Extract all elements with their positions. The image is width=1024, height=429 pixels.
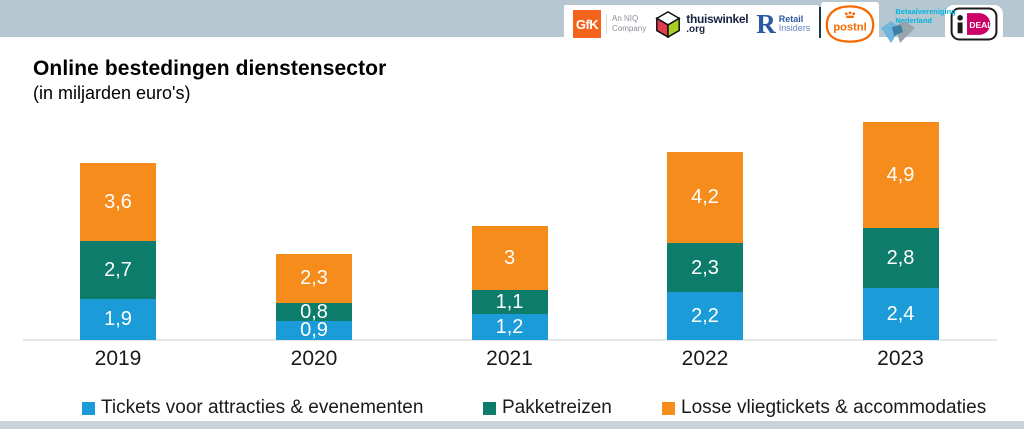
bar-value-label: 2,4	[886, 303, 915, 326]
partner-logo-strip: GfK An NIQ Company thuiswinkel .org R	[564, 2, 1004, 46]
bar-segment: 1,1	[471, 290, 548, 315]
bar-segment: 2,2	[667, 292, 743, 340]
bar-value-label: 1,2	[495, 316, 524, 339]
stacked-bar-2022: 4,2 2,3 2,2	[667, 152, 743, 340]
thuiswinkel-suffix: .org	[686, 24, 706, 35]
bar-value-label: 2,2	[691, 305, 719, 328]
x-axis-line	[23, 339, 997, 341]
bar-segment: 1,2	[471, 314, 548, 340]
gfk-tagline-line2: Company	[612, 24, 647, 33]
legend-label: Losse vliegtickets & accommodaties	[681, 397, 987, 418]
ideal-badge-icon: DEAL	[950, 7, 998, 41]
gfk-tagline-line1: An NIQ	[612, 14, 639, 23]
betaalvereniging-line1: Betaalvereniging	[895, 7, 956, 16]
bar-value-label: 2,3	[691, 256, 719, 279]
gfk-tagline: An NIQ Company	[606, 14, 646, 34]
bar-value-label: 2,3	[300, 267, 328, 290]
bar-segment: 4,9	[862, 121, 939, 228]
retail-insiders-line2: Insiders	[778, 22, 811, 33]
bar-value-label: 2,8	[886, 246, 915, 269]
retail-insiders-logo: R Retail Insiders	[756, 8, 811, 39]
x-axis-label: 2023	[877, 347, 924, 370]
gfk-logo-icon: GfK	[573, 10, 601, 38]
bar-value-label: 3,6	[104, 190, 132, 213]
stacked-bar-2023: 4,9 2,8 2,4	[862, 121, 939, 340]
bar-value-label: 4,9	[886, 163, 915, 186]
bar-segment: 4,2	[667, 152, 743, 243]
bar-segment: 2,3	[667, 242, 743, 293]
bottom-band	[0, 421, 1024, 429]
logo-card: GfK An NIQ Company thuiswinkel .org R	[564, 5, 820, 43]
bar-segment: 3,6	[80, 162, 156, 241]
legend-swatch-icon	[82, 401, 95, 415]
thuiswinkel-cube-icon	[655, 11, 681, 38]
x-axis-label: 2022	[681, 347, 729, 370]
legend-label: Tickets voor attracties & evenementen	[101, 397, 424, 418]
bar-segment: 2,4	[862, 288, 939, 340]
bar-segment: 2,3	[276, 253, 352, 304]
bar-value-label: 0,9	[300, 319, 328, 342]
bar-value-label: 0,8	[300, 300, 328, 323]
ideal-wordmark: DEAL	[970, 20, 993, 30]
gfk-logo: GfK An NIQ Company	[573, 10, 646, 38]
bar-segment: 1,9	[80, 298, 156, 340]
stacked-bar-2020: 2,3 0,8 0,9	[276, 253, 352, 342]
title-block: Online bestedingen dienstensector (in mi…	[33, 57, 386, 104]
retail-insiders-line1: Retail	[778, 13, 804, 24]
bar-segment: 2,8	[862, 227, 939, 289]
betaalvereniging-logo: Betaalvereniging Nederland	[879, 2, 956, 46]
bar-value-label: 4,2	[691, 186, 719, 209]
legend-item: Pakketreizen	[483, 397, 612, 419]
bar-segment: 0,8	[276, 300, 352, 323]
bar-value-label: 2,7	[104, 258, 132, 281]
postnl-oval-icon: postnl	[825, 5, 875, 43]
legend-swatch-icon	[483, 401, 496, 415]
x-axis-label: 2020	[290, 347, 338, 370]
bar-segment: 2,7	[80, 240, 156, 299]
betaalvereniging-heart-icon	[881, 21, 916, 43]
postnl-logo: postnl	[821, 2, 880, 46]
legend-item: Tickets voor attracties & evenementen	[82, 397, 423, 419]
stacked-bar-2021: 3 1,1 1,2	[471, 225, 548, 340]
stacked-bar-2019: 3,6 2,7 1,9	[80, 162, 156, 340]
logo-separator	[819, 7, 822, 38]
legend-label: Pakketreizen	[502, 397, 612, 418]
legend-swatch-icon	[662, 401, 675, 415]
thuiswinkel-logo: thuiswinkel .org	[654, 10, 749, 38]
bar-value-label: 1,9	[104, 308, 132, 331]
bar-value-label: 1,1	[495, 291, 524, 314]
retail-insiders-r-icon: R	[756, 8, 776, 39]
betaalvereniging-line2: Nederland	[895, 16, 932, 25]
x-axis-label: 2019	[94, 347, 142, 370]
postnl-wordmark: postnl	[834, 22, 867, 34]
bar-value-label: 3	[503, 246, 516, 269]
chart-title: Online bestedingen dienstensector	[33, 57, 387, 80]
legend-item: Losse vliegtickets & accommodaties	[662, 397, 986, 419]
x-axis-label: 2021	[486, 347, 533, 370]
betaalvereniging-wordmark: Betaalvereniging Nederland	[895, 7, 955, 25]
bar-segment: 0,9	[276, 319, 352, 342]
thuiswinkel-wordmark: thuiswinkel	[686, 12, 749, 26]
bar-segment: 3	[471, 225, 548, 291]
ideal-logo: DEAL	[945, 5, 1004, 43]
chart-subtitle: (in miljarden euro's)	[33, 83, 191, 103]
